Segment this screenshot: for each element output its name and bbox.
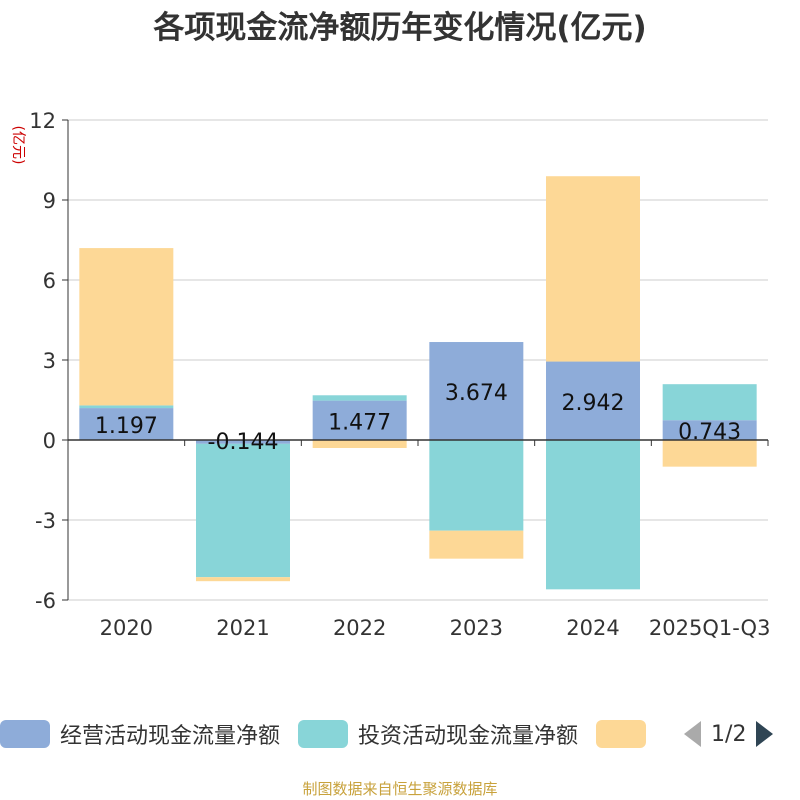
bar-2024-series-2	[546, 176, 640, 362]
data-label: 0.743	[678, 420, 741, 445]
y-tick-label: 3	[43, 349, 56, 373]
bar-2021-series-2	[196, 577, 290, 582]
chart-title: 各项现金流净额历年变化情况(亿元)	[153, 10, 647, 46]
bar-2022-series-1	[312, 395, 407, 401]
legend: 经营活动现金流量净额 投资活动现金流量净额 1/2	[0, 712, 800, 756]
bar-2025Q1-Q3-series-2	[662, 440, 757, 467]
legend-label-operating: 经营活动现金流量净额	[60, 724, 281, 749]
y-tick-label: -3	[35, 509, 56, 533]
bar-2021-series-1	[196, 443, 290, 578]
source-note: 制图数据来自恒生聚源数据库	[302, 780, 498, 798]
legend-swatch-financing	[596, 720, 647, 748]
bar-2022-series-2	[312, 440, 407, 448]
y-axis-title: (亿元)	[10, 126, 26, 165]
bar-2020-series-2	[79, 248, 174, 406]
bar-2024-series-0	[546, 361, 640, 440]
bar-2023-series-1	[429, 440, 524, 531]
x-tick-label: 2024	[566, 616, 619, 640]
legend-item-financing[interactable]	[596, 720, 656, 748]
data-label: 3.674	[445, 381, 508, 406]
bar-2022-series-0	[312, 400, 407, 440]
legend-next-icon[interactable]	[756, 721, 774, 747]
bar-2023-series-2	[429, 530, 524, 559]
legend-prev-icon[interactable]	[684, 721, 702, 747]
y-tick-label: 0	[43, 429, 56, 453]
y-tick-label: -6	[35, 589, 56, 613]
x-tick-label: 2025Q1-Q3	[649, 616, 771, 640]
data-label: 1.477	[328, 410, 391, 435]
x-tick-label: 2021	[216, 616, 269, 640]
legend-item-operating[interactable]: 经营活动现金流量净额	[0, 718, 280, 750]
legend-pager: 1/2	[684, 721, 774, 747]
bar-2024-series-1	[546, 440, 640, 590]
data-label: 2.942	[562, 391, 625, 416]
y-tick-label: 6	[43, 269, 56, 293]
x-tick-label: 2020	[100, 616, 153, 640]
legend-page-indicator: 1/2	[711, 721, 747, 747]
legend-item-investing[interactable]: 投资活动现金流量净额	[298, 718, 578, 750]
y-tick-label: 9	[43, 189, 56, 213]
legend-label-investing: 投资活动现金流量净额	[358, 724, 579, 749]
bar-2020-series-1	[79, 405, 174, 409]
chart-plot: (亿元)12 9 6 3 0 -3 -6 1.197 -0.144 1.477 3.674 2.942…	[10, 109, 771, 640]
legend-swatch-operating	[0, 720, 50, 748]
bar-2025Q1-Q3-series-1	[662, 384, 757, 421]
data-label: 1.197	[95, 414, 158, 439]
x-tick-label: 2023	[450, 616, 503, 640]
legend-swatch-investing	[298, 720, 349, 748]
bar-2020-series-0	[79, 408, 174, 440]
bar-2021-series-0	[196, 440, 290, 444]
bar-2023-series-0	[429, 342, 524, 440]
bar-2025Q1-Q3-series-0	[662, 420, 757, 440]
x-tick-label: 2022	[333, 616, 386, 640]
y-tick-label: 12	[29, 109, 56, 133]
data-label: -0.144	[208, 430, 279, 455]
